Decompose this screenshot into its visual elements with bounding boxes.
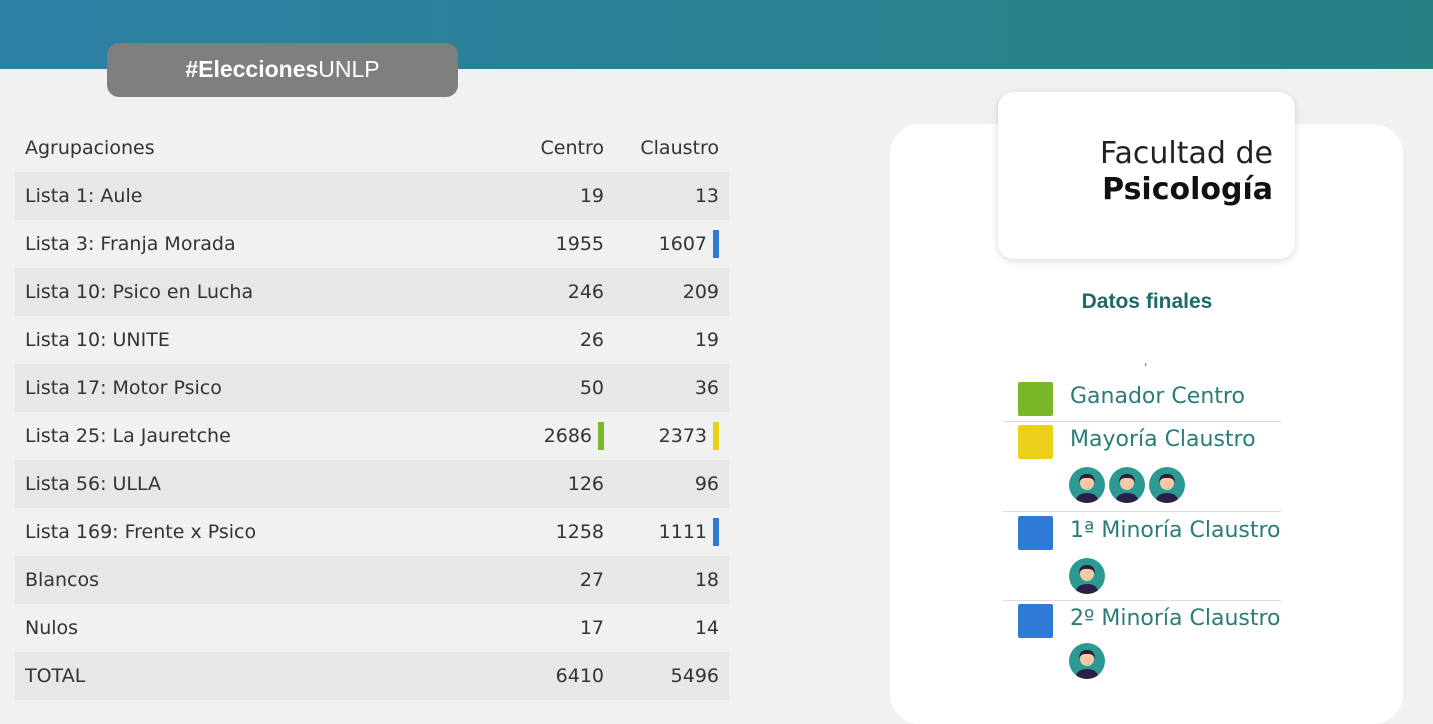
- person-avatar-icon: [1069, 643, 1105, 679]
- legend-item-segunda-minoria: 2º Minoría Claustro: [1003, 600, 1281, 688]
- legend-item-primera-minoria: 1ª Minoría Claustro: [1003, 511, 1281, 601]
- table-row: Nulos 17 14: [15, 604, 729, 652]
- row-centro: 246: [450, 268, 614, 316]
- hashtag-bold: #Elecciones: [185, 56, 319, 82]
- row-claustro: 96: [614, 460, 729, 508]
- table-header-row: Agrupaciones Centro Claustro: [15, 124, 729, 172]
- table-row: Lista 169: Frente x Psico 1258 1111: [15, 508, 729, 556]
- hashtag-light: UNLP: [318, 56, 380, 82]
- yellow-swatch: [1018, 425, 1053, 459]
- row-claustro-cell: 1111: [614, 508, 729, 556]
- header-agrupaciones: Agrupaciones: [25, 137, 155, 159]
- row-centro: 17: [579, 617, 604, 639]
- legend-label: Ganador Centro: [1070, 384, 1245, 409]
- row-centro: 27: [450, 556, 614, 604]
- hashtag-badge: #EleccionesUNLP: [107, 43, 458, 97]
- legend-item-mayoria-claustro: Mayoría Claustro: [1003, 421, 1281, 512]
- seat-avatars: [1069, 558, 1105, 594]
- table-row: Lista 10: Psico en Lucha 246 209: [15, 268, 729, 316]
- table-row: Lista 17: Motor Psico 50 36: [15, 364, 729, 412]
- row-claustro: 18: [614, 556, 729, 604]
- row-claustro: 13: [614, 172, 729, 220]
- table-row: Lista 56: ULLA 126 96: [15, 460, 729, 508]
- row-centro: 50: [450, 364, 614, 412]
- row-name: Lista 3: Franja Morada: [25, 233, 236, 255]
- legend-label: Mayoría Claustro: [1070, 427, 1256, 452]
- row-centro: 26: [579, 329, 604, 351]
- winner-marker: [598, 422, 604, 450]
- row-claustro: 14: [694, 617, 719, 639]
- row-name: TOTAL: [15, 652, 450, 700]
- row-claustro-cell: 2373: [614, 412, 729, 460]
- legend-label: 2º Minoría Claustro: [1070, 606, 1281, 631]
- seat-avatars: [1069, 467, 1185, 503]
- row-name: Lista 25: La Jauretche: [25, 425, 231, 447]
- results-title: Datos finales: [1081, 290, 1213, 313]
- results-table: Agrupaciones Centro Claustro Lista 1: Au…: [15, 124, 729, 700]
- header-claustro: Claustro: [640, 137, 719, 159]
- row-claustro: 1607: [658, 233, 707, 255]
- person-avatar-icon: [1149, 467, 1185, 503]
- faculty-line2: Psicología: [1102, 172, 1273, 207]
- row-name: Nulos: [25, 617, 79, 639]
- row-name: Lista 1: Aule: [15, 172, 450, 220]
- faculty-line1: Facultad de: [1100, 136, 1273, 171]
- row-centro: 6410: [450, 652, 614, 700]
- row-name: Lista 169: Frente x Psico: [25, 521, 257, 543]
- row-name: Lista 56: ULLA: [15, 460, 450, 508]
- row-name: Lista 10: UNITE: [25, 329, 170, 351]
- row-claustro: 1111: [658, 521, 707, 543]
- blue-swatch: [1018, 604, 1053, 638]
- minority-marker: [713, 518, 719, 546]
- person-avatar-icon: [1069, 558, 1105, 594]
- table-row: Lista 3: Franja Morada 1955 1607: [15, 220, 729, 268]
- blue-swatch: [1018, 516, 1053, 550]
- header-centro: Centro: [540, 137, 604, 159]
- row-claustro: 2373: [658, 425, 707, 447]
- seat-avatars: [1069, 643, 1105, 679]
- row-centro: 126: [450, 460, 614, 508]
- row-claustro: 209: [614, 268, 729, 316]
- row-claustro: 19: [694, 329, 719, 351]
- row-claustro-cell: 1607: [614, 220, 729, 268]
- row-name: Lista 17: Motor Psico: [15, 364, 450, 412]
- person-avatar-icon: [1109, 467, 1145, 503]
- green-swatch: [1018, 382, 1053, 416]
- row-claustro: 5496: [614, 652, 729, 700]
- row-centro-cell: 2686: [450, 412, 614, 460]
- table-row: Lista 1: Aule 19 13: [15, 172, 729, 220]
- row-centro: 1258: [555, 521, 604, 543]
- table-row: Lista 25: La Jauretche 2686 2373: [15, 412, 729, 460]
- row-centro: 1955: [555, 233, 604, 255]
- legend-label: 1ª Minoría Claustro: [1070, 518, 1281, 543]
- faculty-card: Facultad de Psicología: [998, 92, 1295, 259]
- row-claustro: 36: [614, 364, 729, 412]
- legend-item-ganador-centro: Ganador Centro: [1003, 378, 1281, 422]
- majority-marker: [713, 422, 719, 450]
- minority-marker: [713, 230, 719, 258]
- row-name: Lista 10: Psico en Lucha: [15, 268, 450, 316]
- stray-comma: ,: [1144, 355, 1148, 368]
- table-row: Lista 10: UNITE 26 19: [15, 316, 729, 364]
- table-row: Blancos 27 18: [15, 556, 729, 604]
- row-centro: 19: [450, 172, 614, 220]
- row-centro: 2686: [543, 425, 592, 447]
- row-name: Blancos: [15, 556, 450, 604]
- table-row-total: TOTAL 6410 5496: [15, 652, 729, 700]
- person-avatar-icon: [1069, 467, 1105, 503]
